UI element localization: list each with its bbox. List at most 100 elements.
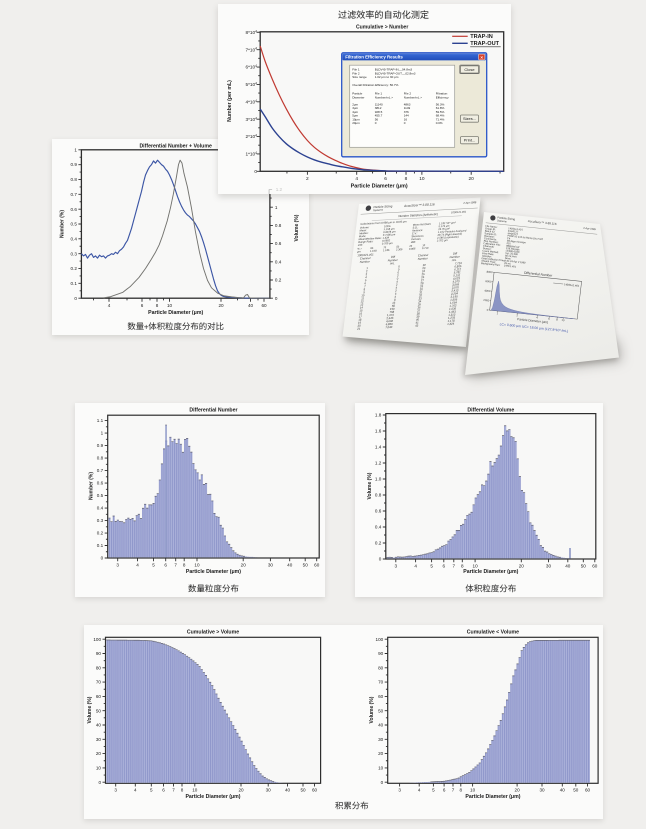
svg-text:7*104: 7*104 <box>246 47 258 53</box>
svg-text:5.173 μm: 5.173 μm <box>438 224 449 229</box>
svg-text:Differential Volume: Differential Volume <box>468 408 515 414</box>
svg-text:1: 1 <box>274 205 277 210</box>
svg-text:2000: 2000 <box>483 298 490 303</box>
svg-text:4,073: 4,073 <box>452 279 460 283</box>
svg-text:3: 3 <box>114 788 117 793</box>
svg-text:18: 18 <box>358 318 362 322</box>
svg-text:3,070: 3,070 <box>452 285 460 289</box>
svg-text:0.7180 μm: 0.7180 μm <box>383 232 396 237</box>
svg-text:30: 30 <box>539 788 545 793</box>
svg-text:Print...: Print... <box>464 138 476 143</box>
svg-text:8: 8 <box>181 788 184 793</box>
svg-text:42: 42 <box>415 324 419 328</box>
svg-text:8: 8 <box>155 303 158 308</box>
svg-text:8000: 8000 <box>486 270 493 275</box>
svg-text:3: 3 <box>365 272 367 276</box>
svg-text:23: 23 <box>422 266 426 270</box>
svg-text:71.4%: 71.4% <box>436 117 445 121</box>
svg-text:Sensor:: Sensor: <box>483 247 492 251</box>
svg-text:6: 6 <box>140 303 143 308</box>
svg-text:1.158 μm: 1.158 μm <box>383 227 394 232</box>
svg-text:0: 0 <box>486 308 488 312</box>
svg-text:2,413: 2,413 <box>451 288 459 292</box>
svg-text:Particle Diameter (μm): Particle Diameter (μm) <box>351 183 408 189</box>
svg-text:1,556: 1,556 <box>450 297 458 301</box>
svg-text:60: 60 <box>585 788 591 793</box>
svg-text:9:31:24 Apr 2 1999: 9:31:24 Apr 2 1999 <box>504 259 526 264</box>
svg-text:0: 0 <box>397 270 399 274</box>
svg-text:30: 30 <box>378 737 384 742</box>
svg-text:Close: Close <box>465 67 476 72</box>
svg-text:4863: 4863 <box>404 102 411 106</box>
svg-text:4: 4 <box>107 303 110 308</box>
svg-text:50: 50 <box>581 563 587 568</box>
svg-text:10: 10 <box>96 766 102 771</box>
svg-text:0.806: 0.806 <box>409 246 417 250</box>
svg-text:Number: Number <box>417 256 427 261</box>
svg-text:60: 60 <box>261 303 267 308</box>
svg-text:70: 70 <box>96 680 102 685</box>
svg-text:7,040: 7,040 <box>385 325 393 329</box>
svg-text:1*104: 1*104 <box>246 151 258 157</box>
svg-text:Range Ratio:: Range Ratio: <box>358 239 374 244</box>
svg-text:25: 25 <box>421 272 425 276</box>
svg-text:Batch ID:: Batch ID: <box>485 230 496 234</box>
svg-text:10: 10 <box>195 562 201 567</box>
svg-text:TRAP-IN: TRAP-IN <box>470 34 493 40</box>
svg-text:0.6: 0.6 <box>375 509 382 514</box>
svg-text:10: 10 <box>192 788 198 793</box>
svg-text:1: 1 <box>496 311 498 315</box>
svg-text:0.8: 0.8 <box>375 493 382 498</box>
svg-text:20: 20 <box>357 324 361 328</box>
svg-text:6,805: 6,805 <box>454 264 462 268</box>
svg-text:27: 27 <box>421 278 425 282</box>
svg-text:17: 17 <box>358 315 362 319</box>
svg-text:2μm: 2μm <box>352 102 358 106</box>
svg-text:2*104: 2*104 <box>246 134 258 140</box>
svg-text:4: 4 <box>137 562 140 567</box>
svg-text:0.8: 0.8 <box>70 177 77 182</box>
svg-text:40: 40 <box>285 788 291 793</box>
svg-text:Particle: Particle <box>352 91 362 95</box>
svg-text:25: 25 <box>409 244 413 248</box>
svg-text:Calibration File:: Calibration File: <box>483 242 501 247</box>
svg-text:20: 20 <box>378 751 384 756</box>
svg-text:60: 60 <box>96 694 102 699</box>
svg-text:6000: 6000 <box>485 279 492 284</box>
svg-text:144: 144 <box>404 114 409 118</box>
svg-text:7,724: 7,724 <box>455 261 463 265</box>
svg-text:0.2: 0.2 <box>375 541 382 546</box>
svg-text:5: 5 <box>431 563 434 568</box>
svg-text:90: 90 <box>378 651 384 656</box>
svg-text:1.4: 1.4 <box>375 445 382 450</box>
svg-text:16: 16 <box>404 117 408 121</box>
svg-text:12: 12 <box>360 299 364 303</box>
svg-text:100: 100 <box>376 637 384 642</box>
svg-text:Mean/Median Ratio:: Mean/Median Ratio: <box>358 236 382 241</box>
svg-text:0: 0 <box>375 121 377 125</box>
svg-text:0.2: 0.2 <box>70 266 77 271</box>
svg-text:1.6: 1.6 <box>375 429 382 434</box>
svg-text:2-Apr-1999: 2-Apr-1999 <box>583 227 596 231</box>
svg-text:File 2: File 2 <box>404 91 412 95</box>
svg-text:1.434: 1.434 <box>382 235 390 239</box>
svg-text:Mode:: Mode: <box>359 234 367 238</box>
svg-text:File 2: File 2 <box>352 71 360 75</box>
svg-text:Diameter: Diameter <box>352 95 364 99</box>
svg-text:5μm: 5μm <box>352 114 358 118</box>
svg-text:1149: 1149 <box>404 106 411 110</box>
svg-text:1: 1 <box>101 431 104 436</box>
svg-text:PRSPX2 412 lot Rems Div H-87: PRSPX2 412 lot Rems Div H-87 <box>507 235 543 242</box>
svg-text:128 /decade: 128 /decade <box>506 247 521 251</box>
svg-text:980grad.cal: 980grad.cal <box>506 244 520 248</box>
svg-text:Filtration Efficiency Results: Filtration Efficiency Results <box>345 55 403 60</box>
svg-text:Particle Diameter (μm): Particle Diameter (μm) <box>185 794 240 800</box>
svg-text:4,632: 4,632 <box>386 319 394 323</box>
svg-text:30: 30 <box>266 788 272 793</box>
svg-text:S.D.:: S.D.: <box>412 225 419 229</box>
svg-text:Differential Number: Differential Number <box>524 271 554 278</box>
svg-text:Mean Vol Diam:: Mean Vol Diam: <box>413 222 432 227</box>
svg-text:8*104: 8*104 <box>246 29 258 35</box>
svg-text:Diff: Diff <box>391 255 396 259</box>
svg-text:36: 36 <box>417 305 421 309</box>
